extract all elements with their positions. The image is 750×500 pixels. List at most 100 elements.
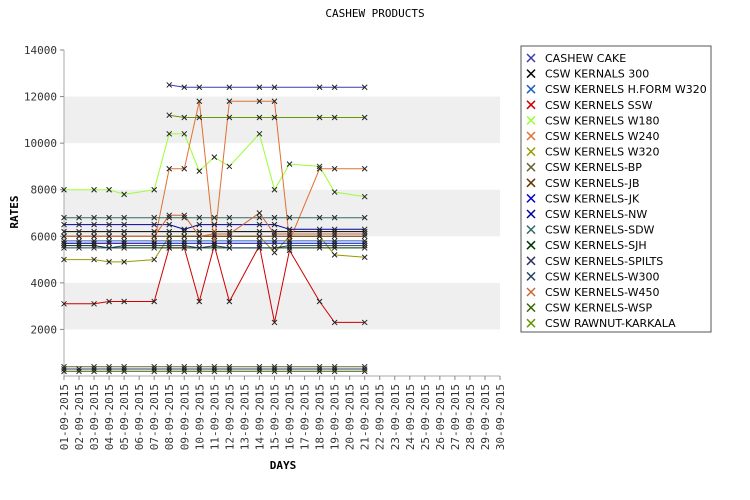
data-point bbox=[106, 368, 112, 375]
data-point bbox=[151, 366, 158, 372]
data-point bbox=[61, 366, 67, 372]
data-point bbox=[121, 366, 127, 372]
data-point bbox=[166, 221, 173, 228]
legend-label: CSW KERNALS 300 bbox=[545, 68, 649, 81]
data-point bbox=[91, 300, 97, 307]
data-point bbox=[76, 214, 82, 221]
legend-label: CSW RAWNUT-KARKALA bbox=[545, 317, 676, 330]
data-point bbox=[106, 186, 112, 193]
legend-entry: CSW RAWNUT-KARKALA bbox=[526, 317, 676, 330]
data-point bbox=[361, 231, 368, 237]
legend-entry: CSW KERNELS-SPILTS bbox=[526, 255, 663, 268]
data-point bbox=[361, 193, 368, 200]
data-point bbox=[316, 242, 323, 249]
data-point bbox=[361, 238, 368, 244]
data-point bbox=[106, 238, 112, 244]
data-point bbox=[226, 238, 233, 244]
data-point bbox=[286, 161, 293, 167]
data-point bbox=[91, 228, 97, 235]
data-point bbox=[91, 242, 97, 249]
series-10 bbox=[61, 221, 368, 233]
data-point bbox=[151, 242, 158, 249]
x-tick-label: 22-09-2015 bbox=[374, 384, 387, 450]
data-point bbox=[286, 231, 293, 237]
data-point bbox=[181, 212, 188, 219]
legend-label: CSW KERNELS W320 bbox=[545, 146, 660, 159]
x-tick-label: 21-09-2015 bbox=[359, 384, 372, 450]
data-point bbox=[361, 242, 368, 249]
data-point bbox=[151, 221, 158, 228]
data-point bbox=[61, 245, 67, 251]
legend-label: CASHEW CAKE bbox=[545, 52, 626, 65]
data-point bbox=[196, 214, 203, 221]
data-point bbox=[316, 163, 323, 170]
data-point bbox=[331, 233, 338, 240]
legend-entry: CSW KERNELS-NW bbox=[526, 208, 647, 221]
x-axis-label: DAYS bbox=[270, 459, 297, 472]
data-point bbox=[181, 84, 188, 91]
data-point bbox=[361, 114, 368, 121]
x-tick-label: 12-09-2015 bbox=[223, 384, 236, 450]
data-point bbox=[331, 231, 338, 237]
grid-bands bbox=[64, 96, 500, 330]
data-point bbox=[316, 228, 323, 235]
data-point bbox=[331, 368, 338, 375]
data-point bbox=[256, 240, 263, 247]
data-point bbox=[271, 249, 278, 256]
data-point bbox=[331, 226, 338, 233]
legend-label: CSW KERNELS-SPILTS bbox=[545, 255, 663, 268]
series-line bbox=[64, 243, 365, 323]
legend-entry: CSW KERNELS-JB bbox=[526, 177, 640, 190]
data-point bbox=[121, 259, 127, 265]
data-point bbox=[196, 368, 203, 375]
data-point bbox=[166, 366, 173, 372]
legend-label: CSW KERNELS-SJH bbox=[545, 239, 647, 252]
legend-entry: CSW KERNELS H.FORM W320 bbox=[526, 83, 707, 96]
x-tick-label: 10-09-2015 bbox=[193, 384, 206, 450]
data-point bbox=[166, 245, 173, 251]
data-point bbox=[226, 231, 233, 237]
data-point bbox=[121, 242, 127, 249]
data-point bbox=[226, 298, 233, 305]
y-tick-label: 12000 bbox=[24, 91, 57, 104]
data-point bbox=[361, 84, 368, 91]
x-tick-label: 30-09-2015 bbox=[494, 384, 507, 450]
data-point bbox=[271, 98, 278, 105]
data-point bbox=[361, 226, 368, 233]
data-point bbox=[61, 242, 67, 249]
data-point bbox=[166, 214, 173, 221]
legend-entry: CSW KERNELS W320 bbox=[526, 146, 660, 159]
x-tick-label: 09-09-2015 bbox=[178, 384, 191, 450]
data-point bbox=[61, 214, 67, 221]
data-point bbox=[181, 363, 188, 370]
data-point bbox=[286, 247, 293, 254]
data-point bbox=[61, 300, 67, 307]
data-point bbox=[271, 233, 278, 240]
data-point bbox=[271, 363, 278, 370]
data-point bbox=[166, 233, 173, 240]
legend-label: CSW KERNELS-JK bbox=[545, 192, 640, 205]
data-point bbox=[316, 368, 323, 375]
data-point bbox=[271, 238, 278, 244]
legend-label: CSW KERNELS-SDW bbox=[545, 224, 655, 237]
data-point bbox=[226, 368, 233, 375]
data-point bbox=[181, 165, 188, 172]
series-14 bbox=[61, 242, 368, 251]
y-axis-label: RATES bbox=[8, 195, 21, 228]
data-point bbox=[181, 366, 188, 372]
data-point bbox=[211, 368, 218, 375]
x-tick-label: 01-09-2015 bbox=[58, 384, 71, 450]
data-point bbox=[166, 363, 173, 370]
data-point bbox=[211, 214, 218, 221]
data-point bbox=[196, 298, 203, 305]
legend-entry: CSW KERNELS W180 bbox=[526, 114, 660, 127]
legend-entry: CSW KERNELS-W450 bbox=[526, 286, 660, 299]
legend-label: CSW KERNELS-W450 bbox=[545, 286, 660, 299]
data-point bbox=[271, 221, 278, 228]
data-point bbox=[256, 368, 263, 375]
data-point bbox=[331, 319, 338, 326]
data-point bbox=[226, 114, 233, 121]
data-point bbox=[166, 368, 173, 375]
